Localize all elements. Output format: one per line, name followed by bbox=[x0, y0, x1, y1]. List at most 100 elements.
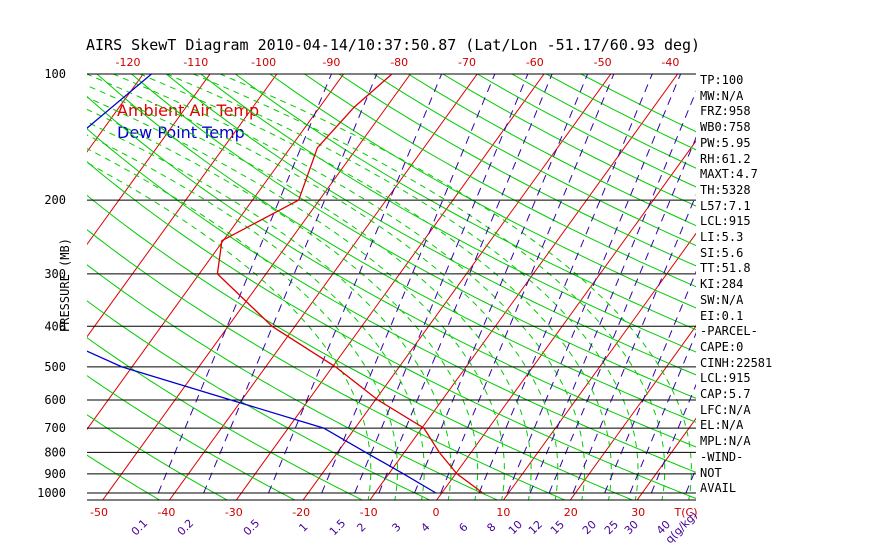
index-label: RH:61.2 bbox=[700, 151, 751, 166]
index-label: SW:N/A bbox=[700, 292, 744, 307]
dry-adiabat-line bbox=[373, 74, 696, 247]
moist-adiabat-line bbox=[166, 74, 639, 500]
ambient-air-temp-line bbox=[216, 74, 484, 494]
chart-title: AIRS SkewT Diagram 2010-04-14/10:37:50.8… bbox=[86, 36, 701, 54]
index-label: CAP:5.7 bbox=[700, 387, 751, 401]
dry-adiabat-line bbox=[407, 74, 696, 227]
moist-adiabat-line bbox=[87, 74, 559, 500]
mixing-ratio-line bbox=[650, 383, 696, 494]
index-label: FRZ:958 bbox=[700, 104, 751, 119]
top-temp-tick-label: -100 bbox=[251, 56, 276, 69]
isotherm-line bbox=[87, 74, 211, 246]
isotherm-line bbox=[369, 74, 679, 500]
mixing-ratio-tick-label: 1 bbox=[296, 520, 310, 534]
isotherm-line bbox=[502, 232, 696, 500]
mixing-ratio-tick-label: 3 bbox=[389, 520, 403, 534]
moist-adiabat-line bbox=[87, 96, 505, 500]
dry-adiabat-line bbox=[87, 300, 431, 500]
index-label: -WIND- bbox=[700, 449, 744, 464]
index-label: EL:N/A bbox=[700, 418, 744, 433]
bottom-temp-tick-label: -40 bbox=[157, 506, 175, 519]
dry-adiabat-line bbox=[87, 95, 696, 448]
mixing-ratio-line bbox=[440, 74, 615, 494]
dry-adiabat-line bbox=[87, 375, 296, 500]
index-label: CAPE:0 bbox=[700, 339, 744, 354]
isotherm-line bbox=[102, 74, 412, 500]
moist-adiabat-line bbox=[139, 74, 612, 500]
index-label: LFC:N/A bbox=[700, 402, 751, 417]
bottom-temp-tick-label: 10 bbox=[496, 506, 510, 519]
top-temp-tick-label: -80 bbox=[390, 56, 408, 69]
top-temp-tick-label: -40 bbox=[661, 56, 679, 69]
isotherm-line bbox=[0, 44, 31, 501]
dew-point-temp-line bbox=[87, 74, 437, 494]
isotherm-line bbox=[87, 74, 144, 153]
top-temp-tick-label: -50 bbox=[594, 56, 612, 69]
mixing-ratio-tick-label: 4 bbox=[418, 520, 432, 534]
isotherm-line bbox=[235, 74, 545, 500]
pressure-tick-label: 200 bbox=[44, 193, 66, 207]
top-temp-tick-label: -110 bbox=[183, 56, 208, 69]
dry-adiabat-line bbox=[87, 454, 161, 500]
dry-adiabat-line bbox=[200, 74, 696, 353]
pressure-tick-label: 700 bbox=[44, 421, 66, 435]
index-label: MPL:N/A bbox=[700, 434, 751, 449]
isotherm-line bbox=[770, 44, 870, 501]
dry-adiabat-line bbox=[235, 74, 696, 331]
index-label: CINH:22581 bbox=[700, 355, 773, 370]
mixing-ratio-tick-label: 0.5 bbox=[241, 517, 263, 539]
moist-adiabat-line bbox=[87, 108, 479, 500]
mixing-ratio-line bbox=[572, 193, 696, 494]
pressure-tick-label: 400 bbox=[44, 319, 66, 333]
index-label: KI:284 bbox=[700, 277, 744, 292]
top-temp-tick-label: -60 bbox=[526, 56, 544, 69]
bottom-temp-tick-label: 20 bbox=[564, 506, 578, 519]
pressure-tick-label: 100 bbox=[44, 67, 66, 81]
mixing-ratio-tick-label: 12 bbox=[526, 518, 545, 537]
mixing-ratio-line bbox=[414, 74, 589, 494]
dry-adiabat-line bbox=[87, 161, 696, 500]
index-label: NOT bbox=[700, 465, 722, 480]
mixing-ratio-line bbox=[268, 74, 443, 494]
moist-adiabat-line bbox=[87, 147, 398, 500]
mixing-ratio-tick-label: 25 bbox=[602, 518, 621, 537]
mixing-ratio-line bbox=[354, 74, 529, 494]
pressure-tick-label: 300 bbox=[44, 267, 66, 281]
moist-adiabat-line bbox=[220, 74, 692, 500]
dry-adiabat-line bbox=[87, 264, 499, 500]
bottom-temp-tick-label: -10 bbox=[360, 506, 378, 519]
index-label: TH:5328 bbox=[700, 182, 751, 197]
mixing-ratio-line bbox=[478, 74, 653, 494]
top-temp-tick-label: -70 bbox=[458, 56, 476, 69]
index-label: SI:5.6 bbox=[700, 245, 744, 260]
mixing-ratio-tick-label: 6 bbox=[456, 520, 470, 534]
index-label: WB0:758 bbox=[700, 120, 751, 135]
index-label: PW:5.95 bbox=[700, 135, 751, 150]
isotherm-line bbox=[837, 44, 870, 501]
mixing-ratio-tick-label: 0.2 bbox=[175, 517, 197, 539]
mixing-ratio-line bbox=[548, 136, 696, 494]
moist-adiabat-line bbox=[87, 162, 372, 500]
pressure-tick-label: 500 bbox=[44, 360, 66, 374]
pressure-tick-label: 900 bbox=[44, 467, 66, 481]
index-label: AVAIL bbox=[700, 481, 737, 496]
dry-adiabat-line bbox=[269, 74, 696, 309]
index-label: LCL:915 bbox=[700, 371, 751, 386]
dry-adiabat-line bbox=[87, 229, 567, 500]
moist-adiabat-line bbox=[87, 134, 425, 500]
bottom-temp-tick-label: 0 bbox=[433, 506, 440, 519]
mixing-ratio-tick-label: 0.1 bbox=[129, 517, 151, 539]
index-label: TP:100 bbox=[700, 73, 744, 87]
pressure-tick-label: 600 bbox=[44, 393, 66, 407]
index-label: -PARCEL- bbox=[700, 324, 758, 339]
mixing-ratio-tick-label: 20 bbox=[580, 518, 599, 537]
moist-adiabat-line bbox=[87, 85, 532, 500]
mixing-ratio-tick-label: 10 bbox=[506, 518, 525, 537]
bottom-temp-tick-label: 30 bbox=[631, 506, 645, 519]
top-temp-tick-label: -120 bbox=[116, 56, 141, 69]
dry-adiabat-line bbox=[165, 74, 696, 376]
mixing-ratio-line bbox=[529, 90, 696, 494]
mixing-ratio-tick-label: 2 bbox=[354, 520, 368, 534]
pressure-tick-label: 1000 bbox=[37, 486, 66, 500]
index-label: L57:7.1 bbox=[700, 198, 751, 213]
